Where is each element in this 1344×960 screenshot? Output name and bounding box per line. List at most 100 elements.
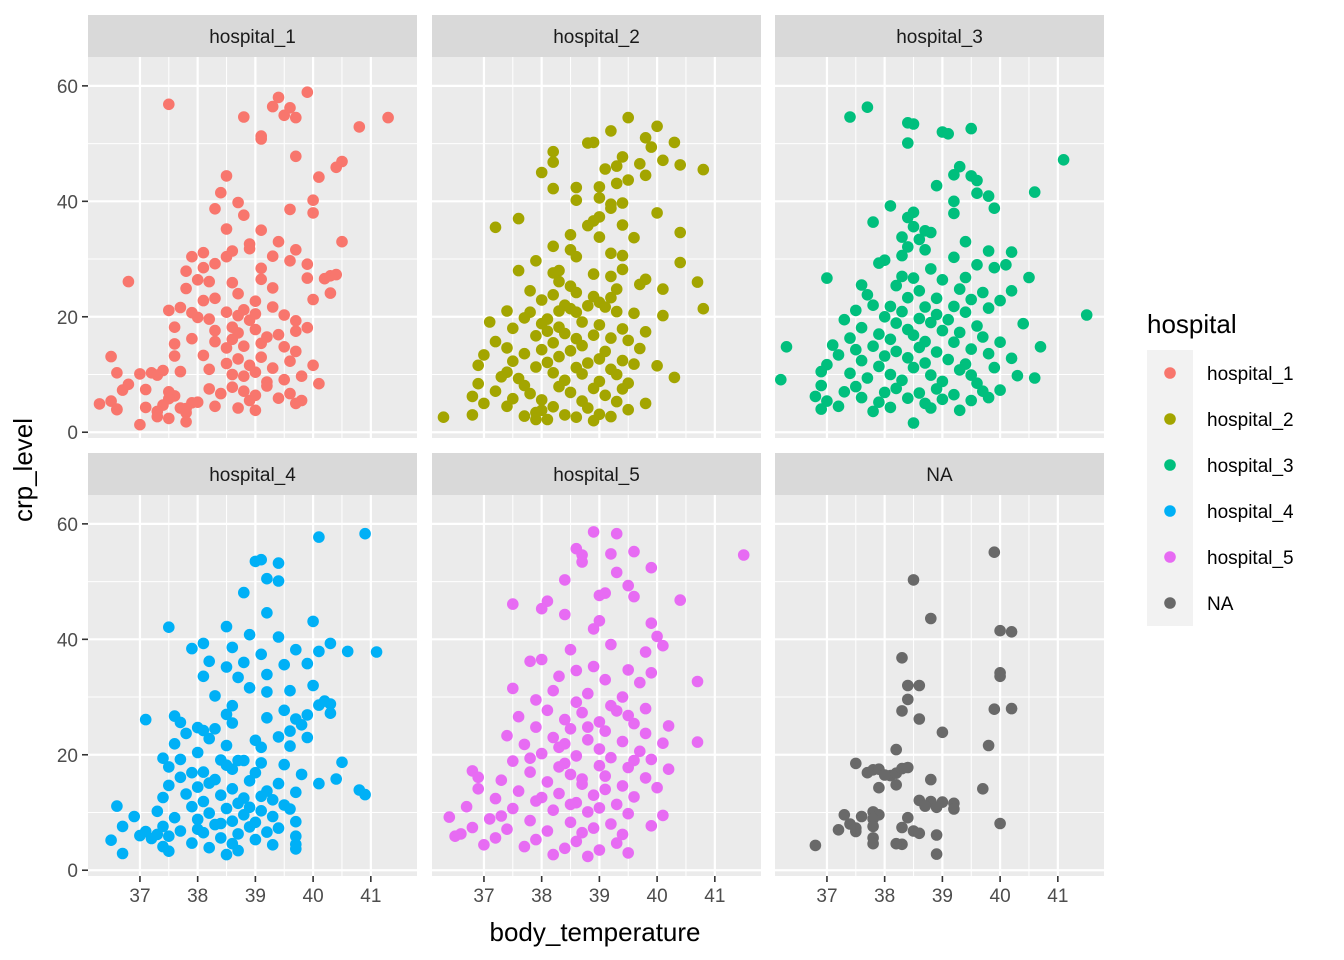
- data-point: [203, 841, 215, 854]
- legend-item: hospital_2: [1164, 410, 1294, 431]
- panel-background: [775, 495, 1104, 876]
- x-tick-label: 40: [647, 886, 668, 907]
- data-point: [559, 842, 571, 855]
- data-point: [622, 709, 634, 722]
- data-point: [197, 261, 210, 274]
- data-point: [541, 825, 554, 837]
- data-point: [919, 301, 931, 313]
- data-point: [266, 794, 279, 806]
- data-point: [180, 265, 192, 278]
- data-point: [628, 717, 640, 730]
- data-point: [593, 319, 606, 331]
- facet-strip: [88, 15, 417, 57]
- data-point: [226, 276, 239, 289]
- data-point: [821, 395, 833, 407]
- data-point: [243, 775, 256, 787]
- data-point: [587, 136, 600, 149]
- data-point: [243, 394, 256, 407]
- data-point: [1005, 702, 1018, 715]
- data-point: [238, 111, 250, 123]
- data-point: [524, 655, 536, 668]
- data-point: [593, 844, 606, 856]
- data-point: [570, 835, 583, 848]
- data-point: [988, 361, 1001, 374]
- data-point: [324, 637, 337, 650]
- legend-label: hospital_4: [1207, 502, 1294, 523]
- data-point: [197, 294, 210, 307]
- data-point: [272, 91, 285, 104]
- data-point: [238, 370, 250, 383]
- data-point: [559, 738, 571, 750]
- data-point: [541, 776, 554, 788]
- data-point: [553, 305, 565, 317]
- data-point: [582, 721, 594, 733]
- data-point: [261, 572, 273, 585]
- data-point: [645, 561, 658, 574]
- data-point: [472, 783, 485, 795]
- x-tick-label: 37: [473, 886, 494, 907]
- data-point: [243, 801, 256, 814]
- data-point: [821, 272, 833, 284]
- data-point: [191, 396, 204, 409]
- data-point: [1057, 154, 1070, 166]
- data-point: [925, 316, 937, 329]
- data-point: [495, 371, 508, 383]
- data-point: [209, 690, 221, 702]
- data-point: [570, 286, 583, 299]
- data-point: [610, 368, 623, 381]
- data-point: [512, 264, 525, 277]
- data-point: [599, 163, 611, 175]
- data-point: [307, 207, 319, 219]
- data-point: [266, 100, 279, 113]
- data-point: [593, 743, 606, 755]
- data-point: [971, 187, 983, 199]
- data-point: [559, 409, 571, 421]
- data-point: [988, 202, 1001, 214]
- data-point: [622, 111, 634, 124]
- data-point: [587, 382, 600, 395]
- data-point: [134, 368, 146, 380]
- data-point: [139, 401, 152, 414]
- facet-strip-label: hospital_1: [209, 27, 296, 48]
- data-point: [472, 771, 485, 784]
- data-point: [616, 249, 629, 262]
- data-point: [209, 335, 221, 348]
- data-point: [855, 354, 868, 367]
- data-point: [576, 826, 588, 839]
- data-point: [535, 394, 548, 406]
- data-point: [605, 751, 617, 764]
- data-point: [867, 405, 879, 418]
- data-point: [507, 802, 519, 815]
- data-point: [1011, 369, 1024, 382]
- data-point: [878, 386, 891, 399]
- data-point: [610, 395, 623, 408]
- data-point: [610, 837, 623, 849]
- data-point: [157, 364, 169, 377]
- data-point: [478, 397, 490, 410]
- data-point: [982, 302, 995, 314]
- legend-item: hospital_3: [1164, 456, 1294, 477]
- data-point: [255, 757, 267, 769]
- legend: hospital hospital_1 hospital_2 hospital_3h…: [1147, 309, 1294, 626]
- data-point: [272, 557, 285, 569]
- data-point: [163, 830, 175, 842]
- data-point: [815, 365, 827, 378]
- data-point: [873, 781, 885, 794]
- data-point: [971, 377, 983, 390]
- data-point: [576, 773, 588, 785]
- y-axis-title: crp_level: [8, 418, 38, 522]
- data-point: [134, 829, 146, 842]
- data-point: [832, 824, 845, 836]
- data-point: [541, 325, 554, 338]
- data-point: [737, 549, 750, 561]
- data-point: [535, 166, 548, 179]
- data-point: [994, 294, 1006, 307]
- data-point: [599, 301, 611, 313]
- data-point: [582, 806, 594, 818]
- data-point: [226, 245, 239, 257]
- data-point: [472, 359, 485, 372]
- data-point: [896, 249, 908, 262]
- data-point: [639, 772, 652, 784]
- data-point: [197, 670, 210, 683]
- x-tick-label: 39: [245, 886, 266, 907]
